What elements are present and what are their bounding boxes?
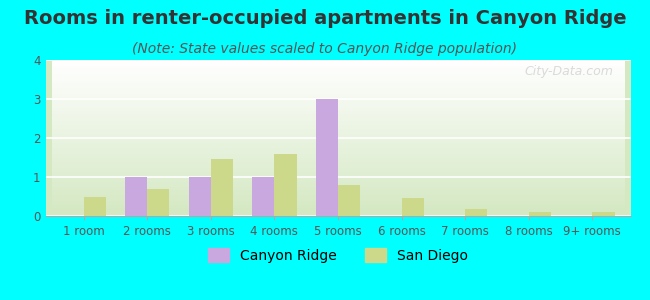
- Bar: [148, 189, 170, 216]
- Bar: [84, 196, 106, 216]
- Bar: [528, 212, 551, 216]
- Bar: [274, 154, 296, 216]
- Bar: [125, 177, 148, 216]
- Bar: [211, 159, 233, 216]
- Bar: [402, 198, 424, 216]
- Text: Rooms in renter-occupied apartments in Canyon Ridge: Rooms in renter-occupied apartments in C…: [23, 9, 627, 28]
- Text: (Note: State values scaled to Canyon Ridge population): (Note: State values scaled to Canyon Rid…: [133, 42, 517, 56]
- Bar: [465, 209, 488, 216]
- Bar: [252, 177, 274, 216]
- Bar: [592, 212, 615, 216]
- Bar: [338, 185, 360, 216]
- Bar: [316, 99, 338, 216]
- Text: City-Data.com: City-Data.com: [524, 65, 613, 78]
- Bar: [188, 177, 211, 216]
- Legend: Canyon Ridge, San Diego: Canyon Ridge, San Diego: [203, 242, 473, 268]
